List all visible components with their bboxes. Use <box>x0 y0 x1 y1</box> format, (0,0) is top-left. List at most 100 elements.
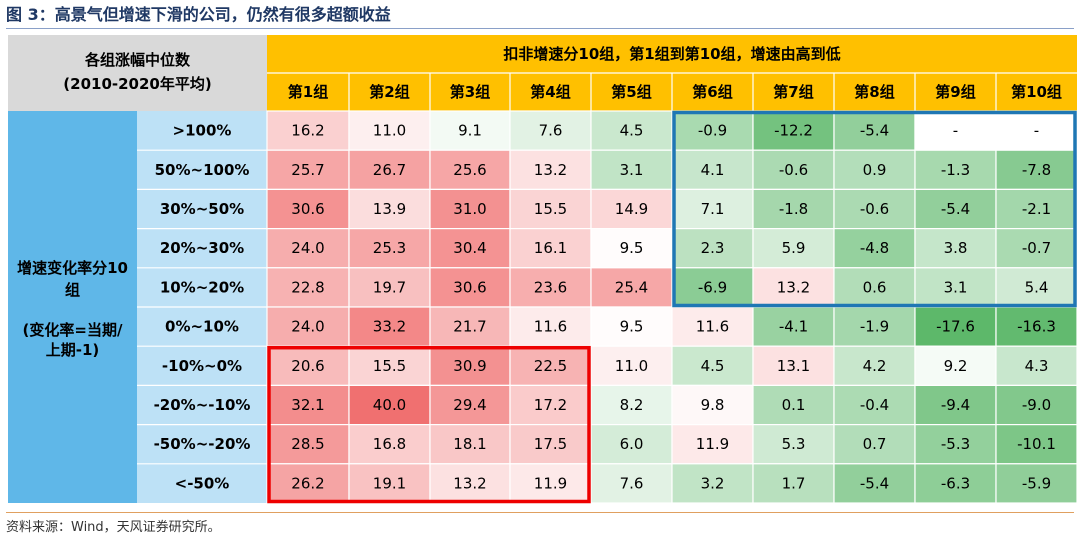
heatmap-cell <box>509 188 592 230</box>
cell-value: 26.2 <box>291 474 324 492</box>
cell-value: 22.8 <box>291 278 324 296</box>
cell-value: 14.9 <box>615 200 648 218</box>
row-label: -20%~-10% <box>154 396 251 414</box>
cell-value: 9.5 <box>620 239 644 257</box>
heatmap-cell <box>752 345 835 387</box>
cell-value: 4.5 <box>620 122 644 140</box>
cell-value: 0.7 <box>863 435 887 453</box>
column-label: 第10组 <box>1011 83 1062 101</box>
row-group-label: 上期-1) <box>46 341 100 359</box>
heatmap-cell <box>752 188 835 230</box>
cell-value: 30.6 <box>453 278 486 296</box>
cell-value: -7.8 <box>1022 161 1051 179</box>
cell-value: 4.1 <box>701 161 725 179</box>
cell-value: 24.0 <box>291 239 324 257</box>
column-label: 第8组 <box>854 83 894 101</box>
heatmap-cell <box>348 306 431 347</box>
column-label: 第5组 <box>611 83 651 101</box>
heatmap-cell <box>590 110 673 151</box>
cell-value: 2.3 <box>701 239 725 257</box>
heatmap-cell <box>914 463 997 504</box>
heatmap-cell <box>348 463 431 504</box>
cell-value: 9.1 <box>458 122 482 140</box>
cell-value: 25.6 <box>453 161 486 179</box>
heatmap-cell <box>429 424 511 465</box>
cell-value: -0.6 <box>779 161 808 179</box>
row-group-header <box>8 111 137 503</box>
heatmap-cell <box>995 149 1078 190</box>
cell-value: 13.2 <box>453 474 486 492</box>
chart-title: 图 3：高景气但增速下滑的公司，仍然有很多超额收益 <box>6 3 1074 29</box>
cell-value: 25.4 <box>615 278 648 296</box>
cell-value: 22.5 <box>534 357 567 375</box>
cell-value: 6.0 <box>620 435 644 453</box>
column-label: 第2组 <box>369 83 409 101</box>
cell-value: 3.8 <box>944 239 968 257</box>
cell-value: 13.1 <box>777 357 810 375</box>
heatmap-cell <box>833 345 916 387</box>
cell-value: 4.2 <box>863 357 887 375</box>
cell-value: 7.1 <box>701 200 725 218</box>
column-label: 第6组 <box>692 83 732 101</box>
row-group-label: 组 <box>65 281 80 299</box>
cell-value: 7.6 <box>539 122 563 140</box>
cell-value: 11.9 <box>534 474 567 492</box>
heatmap-cell <box>752 424 835 465</box>
heatmap-cell <box>995 267 1078 308</box>
cell-value: 40.0 <box>373 396 406 414</box>
heatmap-cell <box>995 188 1078 230</box>
cell-value: 20.6 <box>291 357 324 375</box>
heatmap-cell <box>914 267 997 308</box>
heatmap-cell <box>833 424 916 465</box>
cell-value: -5.9 <box>1022 474 1051 492</box>
cell-value: 21.7 <box>453 318 486 336</box>
cell-value: 7.6 <box>620 474 644 492</box>
corner-label: (2010-2020年平均) <box>63 75 211 93</box>
cell-value: 13.2 <box>534 161 567 179</box>
cell-value: 11.0 <box>615 357 648 375</box>
heatmap-cell <box>995 306 1078 347</box>
red-highlight-box <box>267 345 591 504</box>
row-group-label: (变化率=当期/ <box>23 321 123 339</box>
cell-value: 9.5 <box>620 318 644 336</box>
cell-value: 16.1 <box>534 239 567 257</box>
cell-value: 5.4 <box>1025 278 1049 296</box>
cell-value: 19.7 <box>373 278 406 296</box>
cell-value: 31.0 <box>453 200 486 218</box>
heatmap-cell <box>590 188 673 230</box>
heatmap-cell <box>509 110 592 151</box>
cell-value: -0.4 <box>860 396 889 414</box>
cell-value: -0.7 <box>1022 239 1051 257</box>
cell-value: -6.3 <box>941 474 970 492</box>
heatmap-cell <box>348 188 431 230</box>
column-label: 第7组 <box>773 83 813 101</box>
cell-value: 33.2 <box>373 318 406 336</box>
cell-value: 9.8 <box>701 396 725 414</box>
cell-value: 5.3 <box>782 435 806 453</box>
heatmap-cell <box>752 110 835 151</box>
cell-value: -17.6 <box>936 318 975 336</box>
heatmap-cell <box>266 345 350 387</box>
heatmap-cell <box>429 306 511 347</box>
heatmap-cell <box>914 345 997 387</box>
heatmap-cell <box>914 306 997 347</box>
cell-value: 25.3 <box>373 239 406 257</box>
heatmap-cell <box>590 345 673 387</box>
cell-value: 30.9 <box>453 357 486 375</box>
cell-value: 13.2 <box>777 278 810 296</box>
heatmap-cell <box>914 110 997 151</box>
cell-value: -1.8 <box>779 200 808 218</box>
cell-value: -9.0 <box>1022 396 1051 414</box>
cell-value: -0.6 <box>860 200 889 218</box>
heatmap-cell <box>833 110 916 151</box>
column-label: 第3组 <box>450 83 490 101</box>
cell-value: 3.1 <box>944 278 968 296</box>
cell-value: 16.8 <box>373 435 406 453</box>
cell-value: 17.5 <box>534 435 567 453</box>
row-label: 10%~20% <box>160 278 244 296</box>
cell-value: 15.5 <box>373 357 406 375</box>
cell-value: -1.9 <box>860 318 889 336</box>
cell-value: 26.7 <box>373 161 406 179</box>
column-label: 第4组 <box>530 83 570 101</box>
cell-value: 17.2 <box>534 396 567 414</box>
